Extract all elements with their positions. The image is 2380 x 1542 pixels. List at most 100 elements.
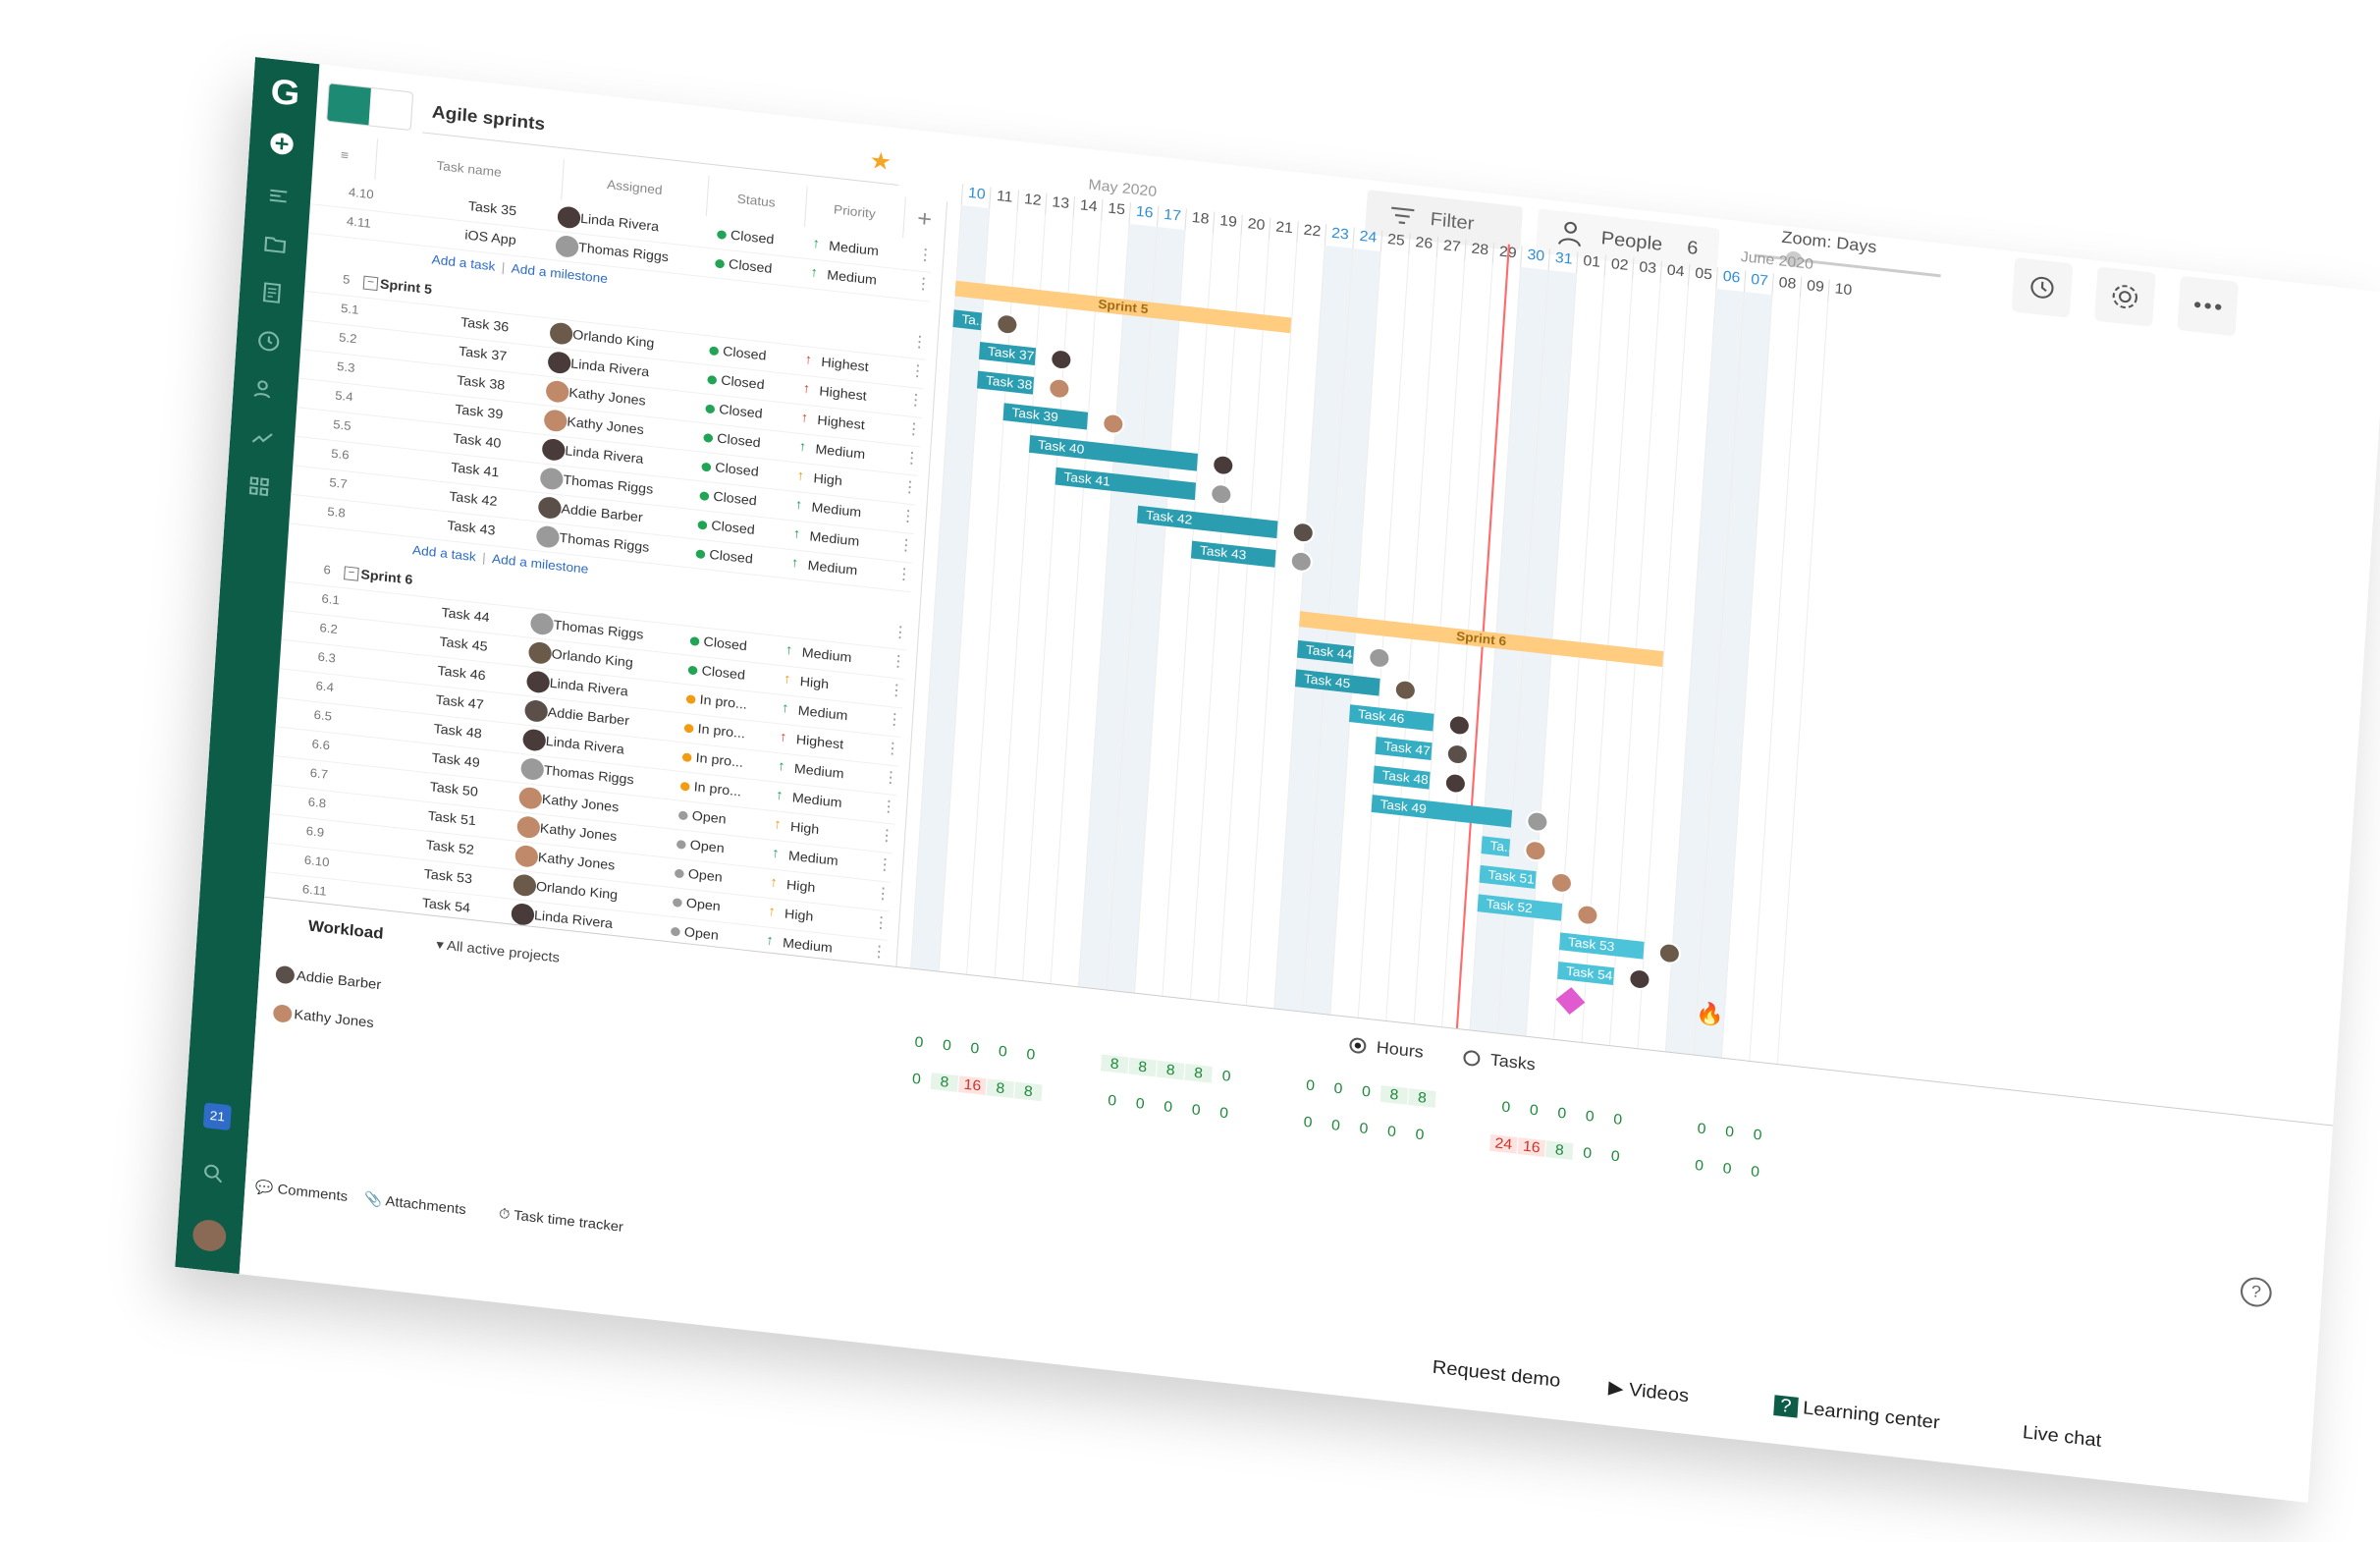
workload-cell[interactable]: 8: [1408, 1088, 1436, 1108]
workload-cell[interactable]: 8: [1100, 1054, 1129, 1074]
workload-cell[interactable]: 0: [1330, 1117, 1341, 1134]
workload-cell[interactable]: 0: [1221, 1068, 1232, 1085]
row-menu-icon[interactable]: ⋮: [908, 361, 927, 381]
row-menu-icon[interactable]: ⋮: [878, 826, 896, 846]
group-name[interactable]: Sprint 6: [359, 567, 413, 587]
workload-cell[interactable]: 0: [969, 1039, 980, 1058]
workload-person-addie[interactable]: Addie Barber: [296, 966, 382, 993]
status[interactable]: Closed: [730, 227, 775, 248]
workload-cell[interactable]: 0: [1753, 1126, 1763, 1144]
clock-icon[interactable]: [246, 319, 291, 362]
workload-cell[interactable]: 0: [1612, 1111, 1623, 1129]
priority[interactable]: High: [785, 877, 816, 896]
document-icon[interactable]: [250, 271, 295, 314]
workload-cell[interactable]: 0: [1529, 1101, 1540, 1120]
workload-cell[interactable]: 0: [1386, 1123, 1397, 1141]
row-menu-icon[interactable]: ⋮: [900, 478, 919, 497]
workload-cell[interactable]: 0: [1218, 1104, 1229, 1123]
people-icon[interactable]: [243, 368, 288, 412]
status[interactable]: Open: [685, 895, 722, 914]
workload-cell[interactable]: 0: [1107, 1091, 1117, 1110]
priority[interactable]: Medium: [815, 441, 866, 463]
row-menu-icon[interactable]: ⋮: [889, 652, 907, 672]
workload-cell[interactable]: 8: [1545, 1140, 1574, 1161]
priority[interactable]: Highest: [795, 732, 844, 752]
priority[interactable]: High: [784, 906, 814, 924]
add-column-icon[interactable]: +: [916, 205, 933, 234]
priority[interactable]: Highest: [818, 383, 868, 404]
workload-cell[interactable]: 0: [913, 1033, 924, 1052]
status[interactable]: Closed: [710, 518, 756, 537]
workload-cell[interactable]: 0: [1163, 1098, 1173, 1116]
priority[interactable]: Medium: [811, 499, 862, 521]
list-icon[interactable]: [256, 175, 300, 218]
settings-button[interactable]: [2093, 266, 2156, 327]
priority[interactable]: High: [813, 470, 843, 489]
workload-cell[interactable]: 0: [1303, 1113, 1313, 1131]
row-menu-icon[interactable]: ⋮: [876, 855, 894, 875]
priority[interactable]: High: [789, 819, 820, 838]
workload-cell[interactable]: 0: [1722, 1160, 1733, 1178]
workload-cell[interactable]: 0: [1414, 1126, 1425, 1144]
row-menu-icon[interactable]: ⋮: [880, 798, 898, 817]
status[interactable]: Closed: [708, 546, 754, 567]
status[interactable]: Closed: [701, 663, 746, 683]
workload-cell[interactable]: 0: [1333, 1079, 1343, 1098]
columns-menu-icon[interactable]: ≡: [312, 132, 379, 180]
workload-cell[interactable]: 0: [1359, 1120, 1369, 1138]
collapse-icon[interactable]: −: [344, 566, 359, 581]
filter-button[interactable]: Filter: [1364, 190, 1524, 251]
status[interactable]: In pro...: [697, 721, 746, 742]
row-menu-icon[interactable]: ⋮: [896, 536, 915, 555]
workload-cell[interactable]: 0: [1135, 1095, 1146, 1113]
priority[interactable]: Medium: [826, 267, 878, 288]
workload-cell[interactable]: 0: [1361, 1082, 1372, 1101]
status[interactable]: Closed: [716, 430, 762, 451]
task-bar[interactable]: Ta...: [1481, 836, 1511, 857]
workload-cell[interactable]: 0: [1500, 1098, 1511, 1117]
workload-cell[interactable]: 0: [1694, 1157, 1704, 1175]
priority[interactable]: Medium: [828, 238, 880, 259]
priority[interactable]: Medium: [793, 760, 845, 782]
status[interactable]: In pro...: [693, 779, 742, 799]
row-menu-icon[interactable]: ⋮: [872, 913, 891, 933]
status[interactable]: Closed: [720, 372, 766, 393]
user-avatar[interactable]: [191, 1218, 228, 1253]
row-menu-icon[interactable]: ⋮: [902, 449, 921, 468]
videos-link[interactable]: ▶ Videos: [1607, 1377, 1690, 1407]
row-menu-icon[interactable]: ⋮: [914, 275, 933, 294]
priority[interactable]: Medium: [807, 557, 858, 578]
workload-cell[interactable]: 8: [1128, 1057, 1157, 1077]
task-bar[interactable]: Ta...: [952, 309, 983, 331]
workload-cell[interactable]: 8: [986, 1078, 1015, 1099]
grid-icon[interactable]: [238, 465, 282, 508]
status[interactable]: Closed: [722, 343, 768, 363]
workload-cell[interactable]: 8: [1156, 1060, 1185, 1080]
row-menu-icon[interactable]: ⋮: [870, 943, 889, 962]
priority[interactable]: Highest: [816, 413, 866, 433]
row-menu-icon[interactable]: ⋮: [904, 420, 923, 439]
row-menu-icon[interactable]: ⋮: [887, 682, 905, 700]
row-menu-icon[interactable]: ⋮: [874, 885, 892, 904]
folder-icon[interactable]: [253, 223, 298, 266]
tasks-radio[interactable]: [1462, 1049, 1481, 1068]
status[interactable]: Open: [689, 837, 726, 856]
status[interactable]: Closed: [718, 402, 764, 421]
priority[interactable]: Highest: [820, 354, 870, 375]
status[interactable]: Closed: [703, 633, 748, 654]
workload-cell[interactable]: 0: [1025, 1046, 1036, 1064]
status[interactable]: Open: [691, 807, 728, 827]
comments-button[interactable]: 💬 Comments: [254, 1178, 349, 1204]
priority[interactable]: Medium: [809, 528, 860, 549]
priority[interactable]: High: [799, 674, 830, 692]
workload-cell[interactable]: 0: [1556, 1104, 1567, 1123]
more-button[interactable]: [2177, 275, 2240, 337]
workload-cell[interactable]: 0: [942, 1036, 952, 1055]
priority[interactable]: Medium: [801, 644, 852, 666]
workload-person-kathy[interactable]: Kathy Jones: [293, 1006, 375, 1031]
status[interactable]: Closed: [714, 460, 760, 479]
workload-cell[interactable]: 16: [958, 1075, 987, 1095]
gantt-view-button[interactable]: [327, 83, 371, 126]
collapse-icon[interactable]: −: [362, 275, 379, 292]
live-chat-link[interactable]: Live chat: [2022, 1422, 2102, 1452]
